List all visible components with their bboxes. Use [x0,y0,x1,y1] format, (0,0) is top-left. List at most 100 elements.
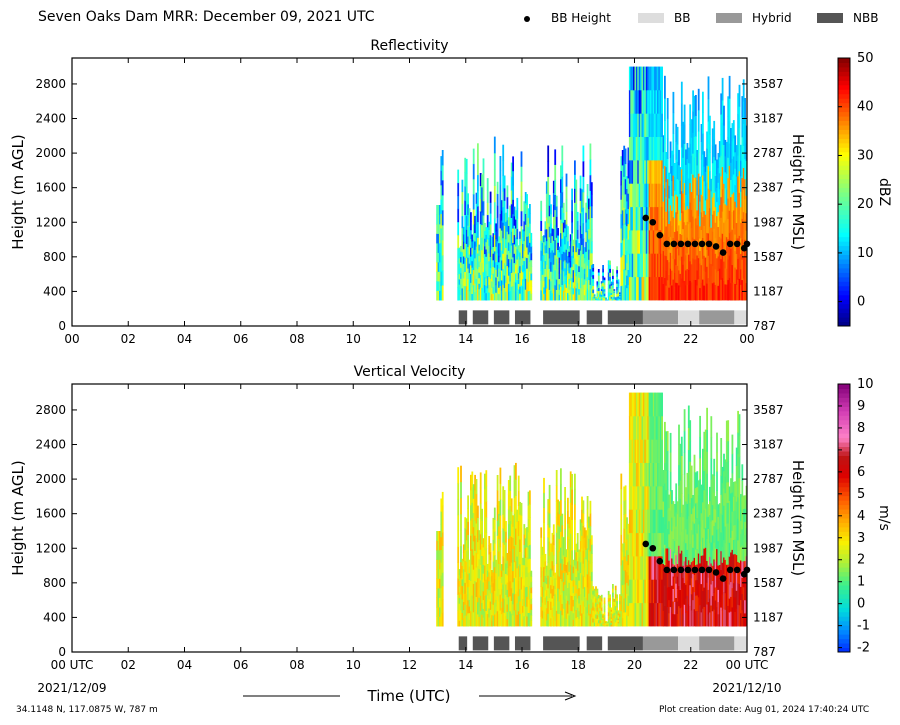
field-cell [515,544,517,562]
field-cell [464,528,467,540]
field-cell [517,283,520,290]
field-cell [682,516,685,530]
field-cell [648,462,651,487]
field-cell [742,508,745,522]
colorbar-band [838,477,850,483]
field-cell [716,173,718,188]
field-cell [659,602,662,627]
field-cell [439,252,441,263]
field-cell [572,239,575,247]
field-cell [467,495,469,509]
field-cell [678,270,680,286]
field-cell [510,562,513,576]
field-cell [642,416,645,440]
field-cell [640,66,642,91]
field-cell [658,183,661,208]
field-cell [460,294,462,301]
field-cell [527,235,530,246]
field-cell [500,270,503,281]
field-cell [486,576,489,583]
field-cell [679,516,682,536]
field-cell [589,513,592,527]
colorbar-band [838,66,850,72]
field-cell [489,609,492,619]
field-cell [458,273,461,280]
field-cell [595,297,597,298]
colorbar-tick-label: -2 [857,641,870,656]
field-cell [627,147,630,164]
field-cell [647,556,649,580]
field-cell [638,253,641,278]
field-cell [493,602,496,615]
field-cell [506,208,509,221]
field-cell [576,220,579,230]
field-cell [738,499,741,521]
field-cell [602,289,604,294]
field-cell [436,214,438,225]
colorbar-band [838,473,850,479]
field-cell [551,271,554,279]
field-cell [613,615,616,619]
field-cell [669,432,672,453]
field-cell [741,512,744,530]
field-cell [728,255,731,278]
field-cell [678,565,680,587]
field-cell [672,601,675,614]
legend-label: BB [674,11,691,25]
field-cell [498,242,500,250]
field-cell [683,517,686,540]
field-cell [441,491,444,506]
field-cell [679,607,682,627]
field-cell [641,230,644,254]
field-cell [590,205,593,218]
field-cell [737,113,739,135]
field-cell [662,485,665,502]
field-cell [725,482,728,504]
field-cell [470,212,472,222]
field-cell [460,256,462,263]
field-cell [599,292,602,294]
field-cell [472,163,475,180]
field-cell [603,286,606,290]
field-cell [581,561,583,575]
field-cell [633,602,635,627]
field-cell [716,159,718,174]
x-tick-label: 16 [514,332,529,346]
field-cell [650,462,652,487]
field-cell [489,213,492,225]
colorbar-band [838,433,850,439]
field-cell [720,607,723,627]
field-cell [543,566,545,582]
field-cell [650,556,652,580]
field-cell [687,254,690,270]
field-cell [662,135,665,153]
field-cell [623,556,626,571]
field-cell [489,191,492,203]
field-cell [529,598,531,613]
field-cell [506,288,509,301]
field-cell [557,499,559,513]
field-cell [568,273,571,279]
field-cell [477,541,479,555]
field-cell [664,75,666,99]
field-cell [680,474,683,494]
field-cell [699,605,701,627]
field-cell [596,622,599,627]
field-cell [554,194,557,211]
field-cell [509,475,512,491]
field-cell [651,416,654,440]
field-cell [544,561,547,569]
field-cell [491,236,493,244]
field-cell [659,230,662,254]
field-cell [617,618,620,621]
field-cell [641,509,644,534]
field-cell [658,392,661,417]
field-cell [617,611,620,614]
field-cell [495,619,498,627]
field-cell [552,252,555,265]
field-cell [651,509,654,534]
field-cell [457,546,460,563]
field-cell [621,576,624,586]
field-cell [547,238,550,255]
field-cell [697,509,700,525]
